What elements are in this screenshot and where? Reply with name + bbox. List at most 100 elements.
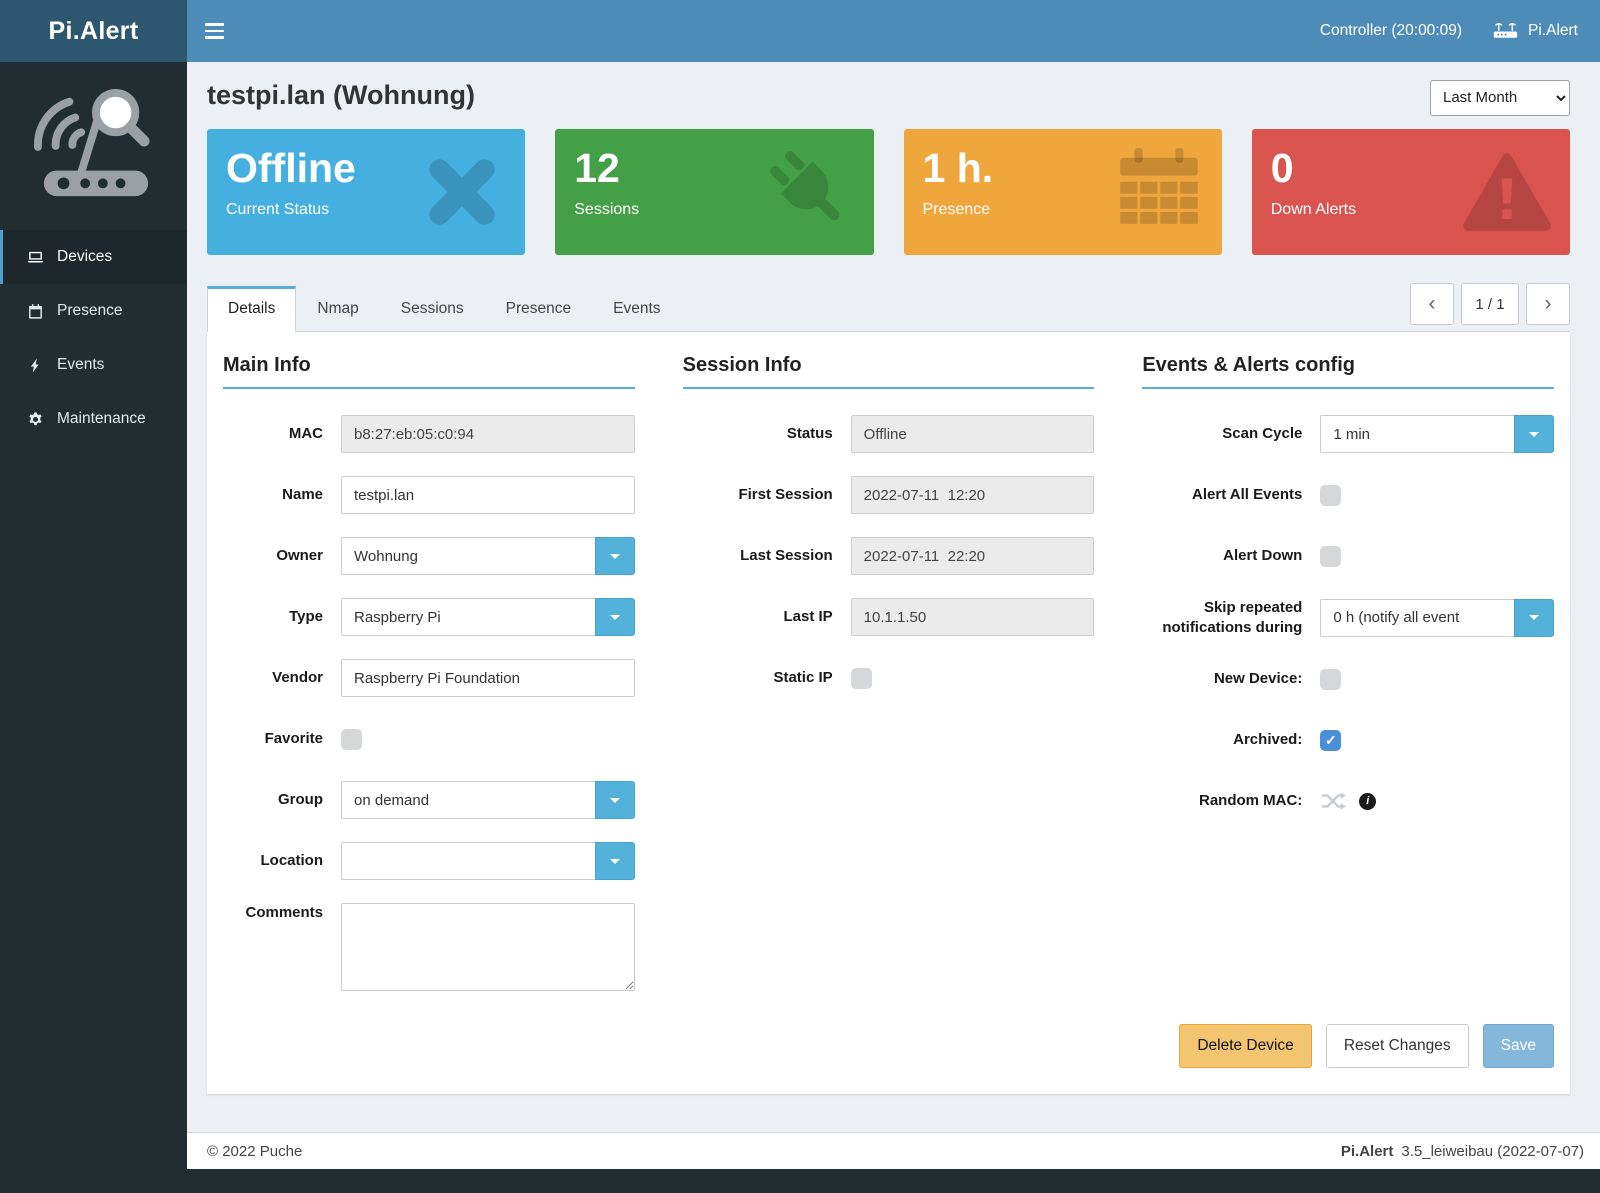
infobox-value: Offline	[226, 145, 356, 191]
archived-checkbox[interactable]	[1320, 729, 1342, 751]
alert-all-events-checkbox[interactable]	[1320, 484, 1342, 506]
scan-cycle-dropdown-button[interactable]	[1513, 415, 1554, 453]
last-ip-label: Last IP	[783, 608, 833, 626]
controller-status-link[interactable]: Controller (20:00:09)	[1319, 22, 1463, 39]
group-label: Group	[278, 791, 323, 809]
mac-input	[341, 415, 635, 453]
new-device-checkbox[interactable]	[1320, 668, 1342, 690]
sidebar-item-label: Events	[57, 356, 105, 373]
tab-nmap[interactable]: Nmap	[317, 300, 359, 317]
infobox-presence: 1 h. Presence	[903, 129, 1222, 255]
sidebar-item-maintenance[interactable]: Maintenance	[0, 392, 187, 446]
navbar: Controller (20:00:09) Pi.Aler	[187, 0, 1600, 62]
router-icon	[1492, 22, 1519, 40]
hamburger-icon	[204, 23, 224, 26]
alert-down-checkbox[interactable]	[1320, 545, 1342, 567]
navbar-brand[interactable]: Pi.Alert	[1528, 22, 1578, 39]
tab-details[interactable]: Details	[207, 286, 297, 332]
new-device-label: New Device:	[1213, 670, 1303, 688]
save-button[interactable]: Save	[1482, 1024, 1554, 1068]
footer-version-brand: Pi.Alert	[1340, 1142, 1394, 1160]
owner-label: Owner	[276, 547, 323, 565]
reset-changes-button[interactable]: Reset Changes	[1325, 1024, 1469, 1068]
type-dropdown-button[interactable]	[594, 598, 635, 636]
chevron-down-icon	[609, 614, 620, 620]
calendar-icon	[29, 303, 42, 319]
type-input[interactable]	[341, 598, 595, 636]
app-logo-text: Pi.Alert	[48, 16, 139, 45]
x-icon	[429, 159, 495, 225]
chevron-down-icon	[1528, 615, 1539, 620]
infobox-label: Down Alerts	[1270, 201, 1357, 218]
main-content: testpi.lan (Wohnung) Last Month Offline …	[187, 62, 1600, 1132]
name-label: Name	[282, 486, 323, 504]
location-input[interactable]	[341, 842, 595, 880]
page-title: testpi.lan (Wohnung)	[207, 80, 475, 110]
scan-cycle-input[interactable]	[1320, 415, 1514, 453]
alert-all-events-label: Alert All Events	[1192, 486, 1303, 504]
skip-notifications-dropdown-button[interactable]	[1513, 598, 1554, 637]
session-info-section: Session Info Status First Session Last S…	[682, 354, 1095, 1014]
infobox-sessions: 12 Sessions	[555, 129, 874, 255]
sidebar-item-presence[interactable]: Presence	[0, 284, 187, 338]
page-indicator: 1 / 1	[1461, 283, 1519, 325]
delete-device-button[interactable]: Delete Device	[1179, 1024, 1312, 1068]
info-icon[interactable]: i	[1359, 792, 1377, 810]
random-mac-label: Random MAC:	[1199, 792, 1303, 810]
sidebar: Devices Presence Events Maintenance	[0, 62, 187, 1193]
vendor-input[interactable]	[341, 659, 635, 697]
tab-sessions[interactable]: Sessions	[400, 300, 464, 317]
sidebar-item-label: Devices	[57, 248, 113, 265]
chevron-down-icon	[1528, 431, 1539, 437]
footer-version: Pi.Alert 3.5_leiweibau (2022-07-07)	[1341, 1143, 1584, 1160]
footer-copyright: © 2022 Puche	[207, 1142, 303, 1160]
events-alerts-section: Events & Alerts config Scan Cycle Alert …	[1142, 354, 1554, 1014]
section-title: Events & Alerts config	[1142, 354, 1554, 389]
comments-textarea[interactable]	[341, 903, 635, 991]
infobox-value: 12	[574, 145, 620, 191]
infobox-value: 1 h.	[922, 145, 994, 191]
sidebar-item-events[interactable]: Events	[0, 338, 187, 392]
last-session-input	[850, 537, 1095, 575]
skip-notifications-input[interactable]	[1320, 598, 1514, 637]
group-dropdown-button[interactable]	[594, 781, 635, 819]
chevron-right-icon: ›	[1544, 292, 1552, 315]
tab-bar: Details Nmap Sessions Presence Events ‹ …	[207, 283, 1570, 332]
chevron-down-icon	[609, 553, 620, 559]
first-session-input	[850, 476, 1095, 514]
form-actions: Delete Device Reset Changes Save	[207, 1024, 1570, 1094]
next-device-button[interactable]: ›	[1526, 283, 1570, 325]
prev-device-button[interactable]: ‹	[1410, 283, 1454, 325]
owner-input[interactable]	[341, 537, 595, 575]
app-logo[interactable]: Pi.Alert	[0, 0, 187, 62]
name-input[interactable]	[341, 476, 635, 514]
static-ip-label: Static IP	[773, 669, 833, 687]
bolt-icon	[30, 357, 39, 373]
chevron-down-icon	[609, 797, 620, 803]
comments-label: Comments	[245, 904, 323, 921]
content-wrapper: testpi.lan (Wohnung) Last Month Offline …	[187, 62, 1600, 1169]
group-input[interactable]	[341, 781, 595, 819]
footer: © 2022 Puche Pi.Alert 3.5_leiweibau (2022…	[187, 1132, 1600, 1169]
static-ip-checkbox[interactable]	[850, 667, 872, 689]
favorite-checkbox[interactable]	[341, 728, 362, 750]
chevron-down-icon	[609, 858, 620, 864]
owner-dropdown-button[interactable]	[594, 537, 635, 575]
favorite-label: Favorite	[264, 730, 323, 748]
sidebar-toggle-button[interactable]	[187, 0, 241, 62]
status-label: Status	[786, 425, 833, 443]
tab-presence[interactable]: Presence	[505, 300, 572, 317]
location-dropdown-button[interactable]	[594, 842, 635, 880]
tabs: Details Nmap Sessions Presence Events	[207, 286, 682, 332]
tab-events[interactable]: Events	[613, 300, 661, 317]
form-columns: Main Info MAC Name Owner	[207, 332, 1570, 1024]
scan-cycle-label: Scan Cycle	[1222, 425, 1303, 443]
infobox-label: Sessions	[574, 201, 640, 218]
sidebar-item-devices[interactable]: Devices	[0, 230, 187, 284]
plug-icon	[769, 150, 839, 221]
sidebar-menu: Devices Presence Events Maintenance	[0, 230, 187, 446]
gear-icon	[29, 411, 42, 425]
period-select[interactable]: Last Month	[1430, 79, 1570, 116]
infobox-down-alerts: 0 Down Alerts	[1251, 129, 1570, 255]
